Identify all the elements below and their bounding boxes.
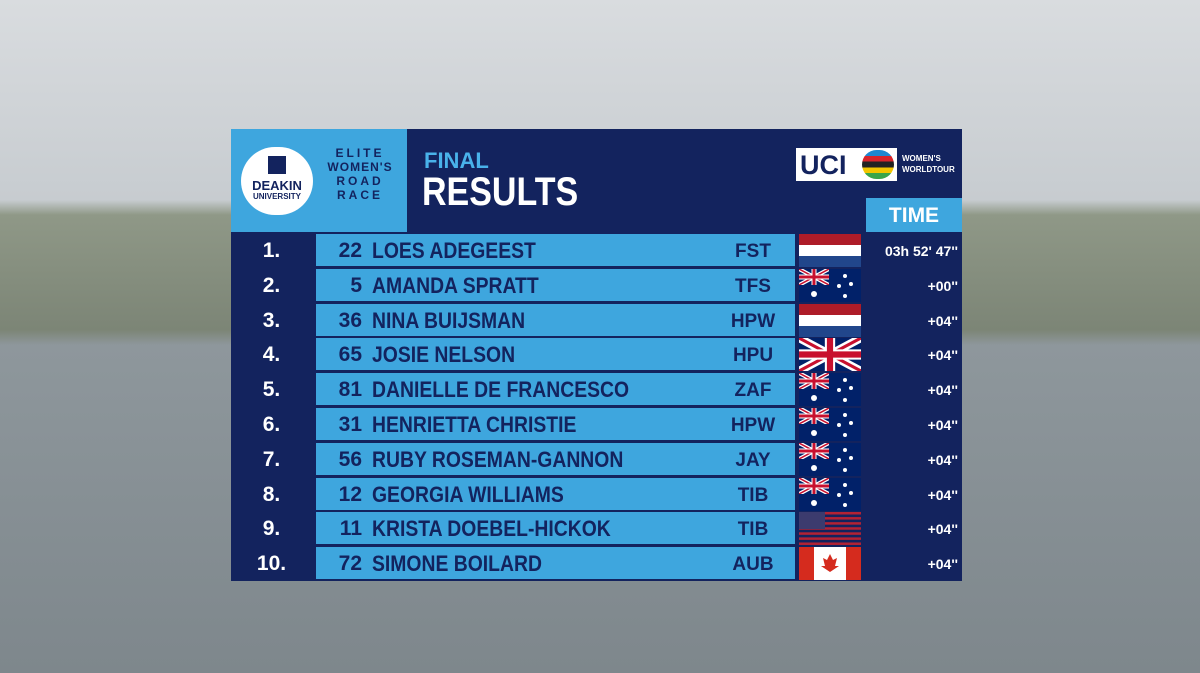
rider-name: DANIELLE DE FRANCESCO [372, 377, 630, 403]
team: JAY [735, 449, 771, 471]
bib: 11 [339, 517, 362, 541]
rank: 5. [262, 378, 281, 402]
flag-image [799, 338, 861, 372]
rider-name: HENRIETTA CHRISTIE [372, 412, 577, 437]
flag-image [799, 268, 861, 302]
row-band [316, 547, 795, 580]
flag-image [799, 547, 861, 581]
bib: 22 [338, 239, 362, 262]
rider-name: GEORGIA WILLIAMS [372, 481, 564, 507]
flag-image [799, 234, 861, 267]
time: +04'' [927, 417, 958, 433]
time: 03h 52' 47'' [884, 243, 958, 259]
row-band [316, 234, 795, 266]
rider-name: LOES ADEGEEST [372, 238, 536, 263]
bib: 12 [338, 482, 362, 506]
rank: 4. [262, 343, 281, 367]
rider-name: AMANDA SPRATT [372, 272, 539, 298]
team: TIB [737, 484, 769, 506]
event-line: ROAD [336, 174, 384, 188]
flag-image [799, 442, 861, 476]
team: TFS [735, 275, 771, 297]
time: +04'' [927, 382, 958, 399]
rank: 7. [262, 447, 281, 471]
rider-name: RUBY ROSEMAN-GANNON [372, 446, 624, 472]
team: HPW [730, 415, 776, 436]
flag-image [799, 373, 861, 407]
flag-image [799, 303, 861, 337]
bib: 31 [338, 413, 362, 436]
row-band [316, 268, 795, 301]
time: +04'' [927, 451, 958, 468]
row-band [316, 338, 795, 371]
bib: 72 [338, 552, 362, 576]
rider-name: KRISTA DOEBEL-HICKOK [372, 516, 611, 542]
flag [799, 547, 861, 581]
event-line: ELITE [335, 146, 385, 160]
logo-sub: UNIVERSITY [252, 192, 301, 201]
team: ZAF [734, 380, 772, 402]
rank: 8. [262, 482, 281, 506]
bib: 56 [338, 447, 362, 471]
flag [799, 477, 861, 511]
row-band [316, 408, 795, 440]
row-band [316, 373, 795, 406]
flag-image [799, 477, 861, 511]
flag [799, 373, 861, 407]
flag [799, 338, 861, 372]
row-band [316, 512, 795, 545]
time: +04'' [927, 347, 958, 364]
bib: 81 [338, 378, 362, 402]
rider-name: SIMONE BOILARD [372, 551, 542, 577]
flag-image [799, 408, 861, 441]
event-line: WOMEN'S [327, 160, 393, 174]
logo-name: DEAKIN [252, 178, 302, 193]
row-band [316, 477, 795, 510]
rank: 6. [262, 413, 281, 436]
flag [799, 512, 861, 546]
rank: 9. [262, 517, 281, 541]
rank: 1. [262, 239, 281, 262]
rider-name: JOSIE NELSON [372, 342, 516, 368]
flag [799, 408, 861, 441]
flag [799, 303, 861, 337]
row-band [316, 442, 795, 475]
bib: 65 [338, 343, 362, 367]
time: +00'' [927, 277, 958, 294]
flag [799, 234, 861, 267]
rank: 10. [256, 552, 287, 576]
team: FST [735, 241, 771, 262]
bib: 36 [338, 308, 362, 332]
team: TIB [737, 519, 769, 541]
team: HPU [732, 345, 774, 367]
time: +04'' [927, 312, 958, 329]
overline: FINAL [424, 148, 489, 173]
flag [799, 268, 861, 302]
sponsor-rings [862, 150, 894, 179]
sponsor-line: WORLDTOUR [902, 165, 955, 174]
sponsor-line: WOMEN'S [902, 154, 941, 163]
time: +04'' [927, 556, 958, 573]
team: AUB [732, 554, 774, 576]
event-name: ELITE WOMEN'S ROAD RACE [322, 146, 398, 202]
sponsor-tagline: WOMEN'S WORLDTOUR [897, 148, 962, 181]
logo-shield [268, 156, 286, 174]
rider-name: NINA BUIJSMAN [372, 307, 526, 333]
rank: 2. [262, 273, 281, 297]
time: +04'' [927, 486, 958, 503]
title: RESULTS [422, 170, 579, 214]
time-heading: TIME [866, 198, 962, 232]
bib: 5 [350, 273, 362, 297]
flag [799, 442, 861, 476]
sponsor-name: UCI [800, 150, 847, 180]
team: HPW [730, 310, 776, 332]
row-band [316, 303, 795, 336]
event-line: RACE [336, 188, 383, 202]
rank: 3. [262, 308, 281, 332]
flag-image [799, 512, 861, 546]
time: +04'' [927, 521, 958, 538]
